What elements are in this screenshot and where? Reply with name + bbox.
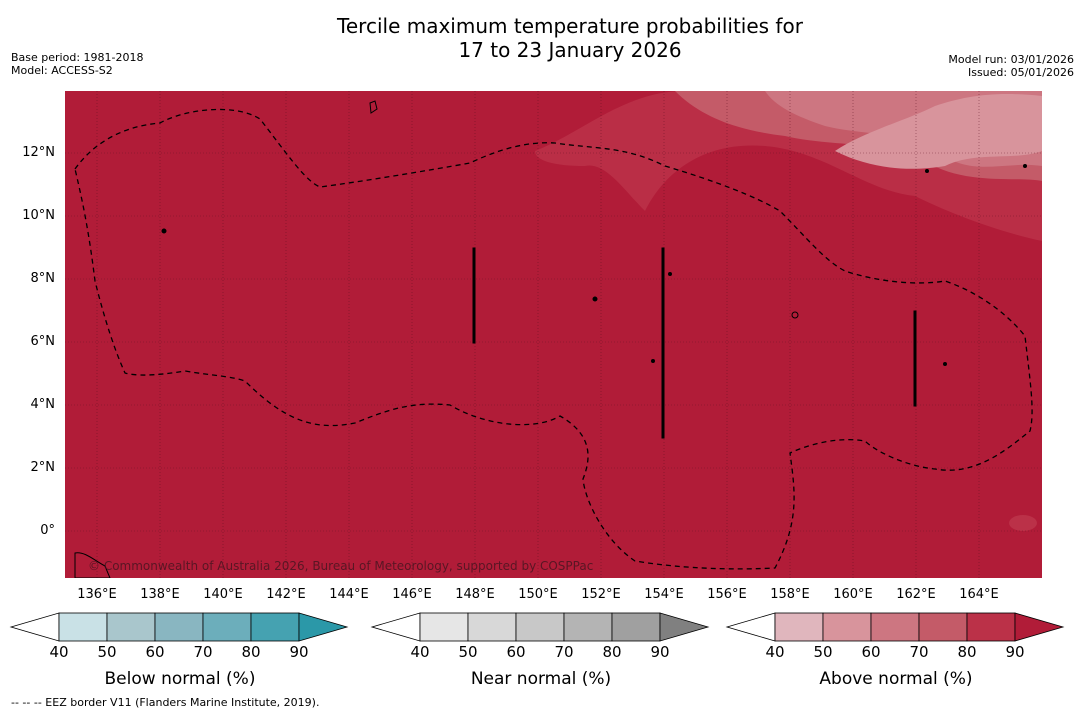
lon-label-158e: 158°E <box>770 587 810 602</box>
colorbar-segment <box>822 612 872 642</box>
colorbar-low-extend <box>370 612 421 642</box>
map-panel <box>65 91 1042 578</box>
lon-label-148e: 148°E <box>455 587 495 602</box>
map-title: Tercile maximum temperature probabilitie… <box>0 14 1085 62</box>
island-guam <box>369 100 378 114</box>
eez-palau-fsm-west <box>74 108 1033 570</box>
prob-band-80 <box>835 94 1042 169</box>
colorbar-segment <box>154 612 204 642</box>
lon-label-144e: 144°E <box>329 587 369 602</box>
colorbar-segment <box>774 612 824 642</box>
cb-near-tick-50: 50 <box>458 643 478 661</box>
colorbar-segment <box>106 612 156 642</box>
lon-label-146e: 146°E <box>392 587 432 602</box>
cb-below-tick-80: 80 <box>241 643 261 661</box>
cb-near-tick-70: 70 <box>554 643 574 661</box>
island-dot-8 <box>1023 164 1027 168</box>
cb-above-tick-90: 90 <box>1005 643 1025 661</box>
lat-label-10n: 10°N <box>22 208 55 223</box>
island-line-b <box>661 247 665 439</box>
colorbar-low-extend <box>725 612 776 642</box>
island-dot-6 <box>668 272 672 276</box>
colorbar-near-title: Near normal (%) <box>470 669 612 689</box>
eez-footnote: -- -- -- EEZ border V11 (Flanders Marine… <box>11 696 320 709</box>
colorbar-strip <box>9 612 1065 642</box>
cb-near-tick-90: 90 <box>650 643 670 661</box>
lat-label-4n: 4°N <box>30 397 56 412</box>
lon-label-160e: 160°E <box>833 587 873 602</box>
islands <box>74 100 1027 578</box>
lat-label-2n: 2°N <box>30 460 56 475</box>
cb-below-tick-90: 90 <box>289 643 309 661</box>
colorbar-low-extend <box>9 612 60 642</box>
cb-above-tick-60: 60 <box>861 643 881 661</box>
island-png <box>74 552 111 578</box>
colorbar-above <box>725 612 1065 642</box>
lon-label-150e: 150°E <box>518 587 558 602</box>
cb-above-tick-80: 80 <box>957 643 977 661</box>
island-line-c <box>913 310 917 407</box>
colorbar-segment <box>870 612 920 642</box>
eez-borders <box>74 108 1033 570</box>
colorbar-segment <box>918 612 968 642</box>
lat-label-8n: 8°N <box>30 271 56 286</box>
lon-label-162e: 162°E <box>896 587 936 602</box>
lon-label-164e: 164°E <box>959 587 999 602</box>
cb-below-tick-40: 40 <box>49 643 69 661</box>
cb-above-tick-40: 40 <box>765 643 785 661</box>
title-line-2: 17 to 23 January 2026 <box>458 38 682 62</box>
issued-date: Issued: 05/01/2026 <box>967 66 1074 79</box>
cb-below-tick-60: 60 <box>145 643 165 661</box>
cb-near-tick-40: 40 <box>410 643 430 661</box>
meta-right: Model run: 03/01/2026 Issued: 05/01/2026 <box>948 53 1074 79</box>
lat-label-0: 0° <box>40 523 55 538</box>
cb-below-tick-70: 70 <box>193 643 213 661</box>
island-dot-3 <box>791 311 799 319</box>
island-dot-5 <box>651 359 655 363</box>
cb-above-tick-50: 50 <box>813 643 833 661</box>
colorbar-segment <box>611 612 661 642</box>
map-canvas <box>65 91 1042 578</box>
model-run: Model run: 03/01/2026 <box>948 53 1074 66</box>
model-name: Model: ACCESS-S2 <box>11 64 113 77</box>
island-dot-1 <box>161 228 167 234</box>
island-line-a <box>472 247 476 344</box>
colorbar-near <box>370 612 710 642</box>
island-dot-4 <box>943 362 947 366</box>
lon-label-156e: 156°E <box>707 587 747 602</box>
lat-label-6n: 6°N <box>30 334 56 349</box>
island-dot-2 <box>592 296 598 302</box>
copyright-note: © Commonwealth of Australia 2026, Bureau… <box>88 559 594 573</box>
colorbar-below-title: Below normal (%) <box>104 669 256 689</box>
colorbar-below <box>9 612 349 642</box>
lon-label-152e: 152°E <box>581 587 621 602</box>
lat-label-12n: 12°N <box>22 145 55 160</box>
lon-label-154e: 154°E <box>644 587 684 602</box>
lon-label-140e: 140°E <box>203 587 243 602</box>
colorbar-segment <box>58 612 108 642</box>
prob-patch <box>1009 515 1037 531</box>
colorbar-segment <box>250 612 300 642</box>
lon-label-136e: 136°E <box>77 587 117 602</box>
title-line-1: Tercile maximum temperature probabilitie… <box>337 14 803 38</box>
cb-above-tick-70: 70 <box>909 643 929 661</box>
cb-below-tick-50: 50 <box>97 643 117 661</box>
base-period: Base period: 1981-2018 <box>11 51 144 64</box>
colorbar-segment <box>467 612 517 642</box>
lon-label-142e: 142°E <box>266 587 306 602</box>
cb-near-tick-80: 80 <box>602 643 622 661</box>
island-dot-7 <box>925 169 929 173</box>
colorbar-high-extend <box>1014 612 1065 642</box>
colorbar-high-extend <box>298 612 349 642</box>
lon-label-138e: 138°E <box>140 587 180 602</box>
colorbar-segment <box>419 612 469 642</box>
colorbar-high-extend <box>659 612 710 642</box>
colorbar-above-title: Above normal (%) <box>819 669 973 689</box>
colorbar-segment <box>966 612 1016 642</box>
cb-near-tick-60: 60 <box>506 643 526 661</box>
colorbar-segment <box>515 612 565 642</box>
colorbar-segment <box>202 612 252 642</box>
colorbar-segment <box>563 612 613 642</box>
meta-left: Base period: 1981-2018 Model: ACCESS-S2 <box>11 51 143 77</box>
